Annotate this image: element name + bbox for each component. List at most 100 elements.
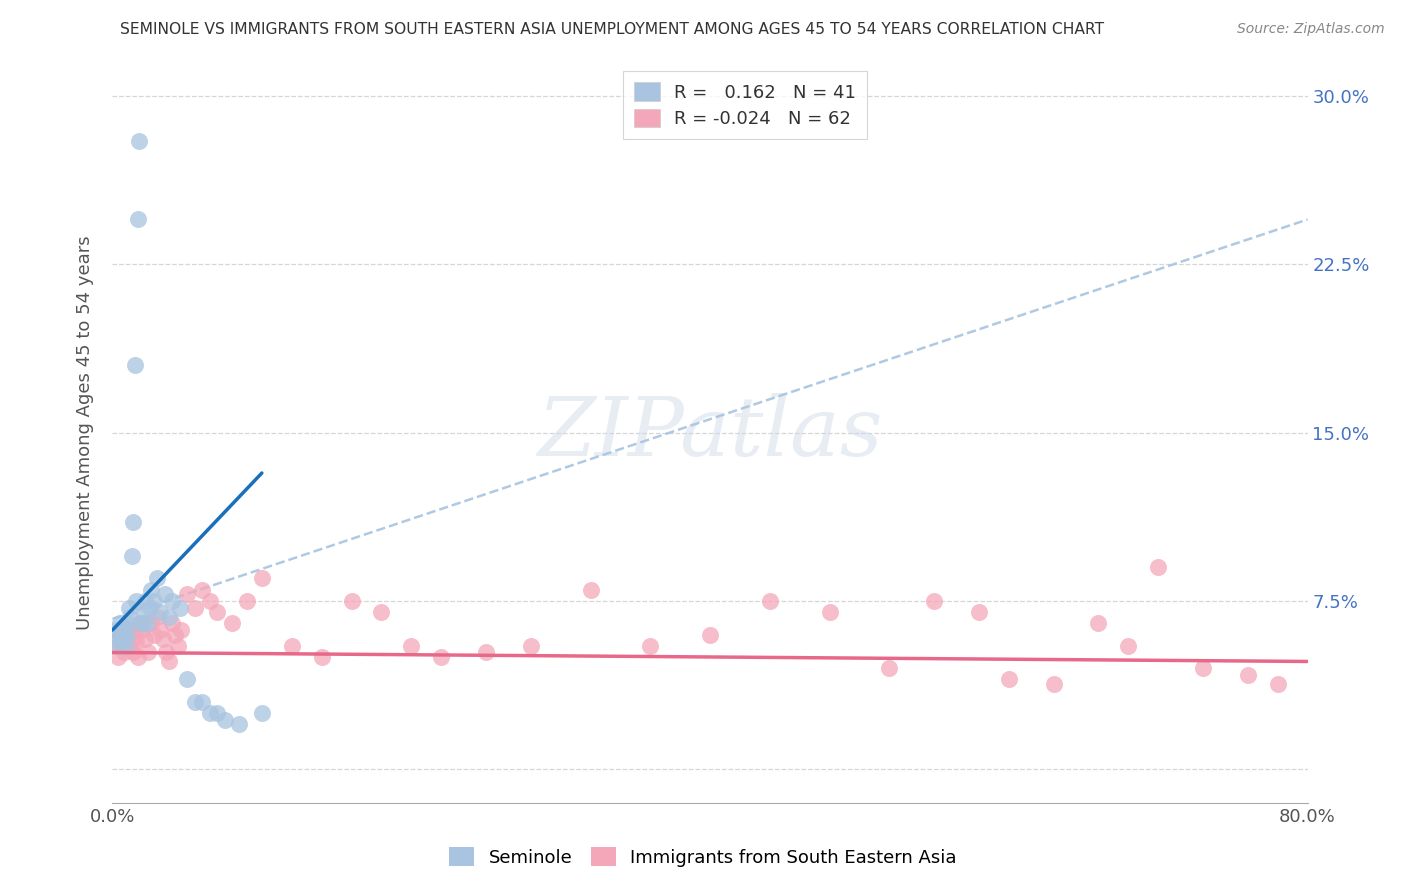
Point xyxy=(115,639,138,653)
Text: Source: ZipAtlas.com: Source: ZipAtlas.com xyxy=(1237,22,1385,37)
Point xyxy=(108,627,131,641)
Point xyxy=(122,516,145,530)
Point xyxy=(108,616,131,631)
Point xyxy=(579,582,602,597)
Point xyxy=(281,639,304,653)
Legend: R =   0.162   N = 41, R = -0.024   N = 62: R = 0.162 N = 41, R = -0.024 N = 62 xyxy=(623,71,866,139)
Point xyxy=(520,639,543,653)
Point xyxy=(131,616,153,631)
Point xyxy=(1118,639,1140,653)
Point xyxy=(129,616,152,631)
Point xyxy=(134,594,156,608)
Point xyxy=(105,639,128,653)
Point xyxy=(340,594,363,608)
Point xyxy=(879,661,901,675)
Point xyxy=(122,645,145,659)
Point xyxy=(134,632,156,646)
Point xyxy=(236,594,259,608)
Point xyxy=(170,623,193,637)
Point xyxy=(115,623,138,637)
Point xyxy=(818,605,841,619)
Point xyxy=(121,632,143,646)
Point xyxy=(146,609,169,624)
Point xyxy=(105,639,128,653)
Point xyxy=(155,645,177,659)
Point xyxy=(125,634,148,648)
Text: ZIPatlas: ZIPatlas xyxy=(537,392,883,473)
Point xyxy=(221,616,243,631)
Point xyxy=(370,605,392,619)
Point xyxy=(111,621,134,635)
Point xyxy=(922,594,945,608)
Point xyxy=(176,587,198,601)
Point xyxy=(135,616,157,631)
Point xyxy=(111,632,134,646)
Point xyxy=(1087,616,1109,631)
Point xyxy=(107,632,129,646)
Point xyxy=(401,639,423,653)
Point xyxy=(250,571,273,585)
Point xyxy=(128,134,150,148)
Point xyxy=(198,594,221,608)
Point xyxy=(167,639,190,653)
Point xyxy=(110,634,132,648)
Point xyxy=(128,616,150,631)
Point xyxy=(250,706,273,720)
Point xyxy=(146,571,169,585)
Point xyxy=(699,627,721,641)
Point xyxy=(153,587,176,601)
Point xyxy=(114,627,135,641)
Point xyxy=(127,650,149,665)
Point xyxy=(228,717,250,731)
Point xyxy=(475,645,498,659)
Point xyxy=(120,609,142,624)
Point xyxy=(152,632,174,646)
Point xyxy=(118,639,141,653)
Point xyxy=(121,549,143,563)
Point xyxy=(114,645,135,659)
Point xyxy=(191,582,214,597)
Point xyxy=(759,594,782,608)
Point xyxy=(117,616,139,631)
Point xyxy=(1147,560,1170,574)
Point xyxy=(149,623,172,637)
Point xyxy=(141,616,163,631)
Point xyxy=(998,673,1021,687)
Point xyxy=(149,605,172,619)
Point xyxy=(139,600,162,615)
Point xyxy=(205,706,228,720)
Point xyxy=(1042,677,1064,691)
Point xyxy=(141,582,163,597)
Point xyxy=(120,623,142,637)
Point xyxy=(118,600,141,615)
Point xyxy=(169,600,191,615)
Point xyxy=(138,645,160,659)
Point xyxy=(183,600,205,615)
Point xyxy=(1192,661,1215,675)
Point xyxy=(162,594,183,608)
Point xyxy=(162,616,183,631)
Point xyxy=(125,594,148,608)
Point xyxy=(214,713,236,727)
Point xyxy=(110,639,132,653)
Point xyxy=(117,627,139,641)
Point xyxy=(124,359,146,373)
Text: SEMINOLE VS IMMIGRANTS FROM SOUTH EASTERN ASIA UNEMPLOYMENT AMONG AGES 45 TO 54 : SEMINOLE VS IMMIGRANTS FROM SOUTH EASTER… xyxy=(120,22,1104,37)
Point xyxy=(157,655,180,669)
Point xyxy=(1267,677,1289,691)
Point xyxy=(117,634,139,648)
Point xyxy=(430,650,453,665)
Point xyxy=(176,673,198,687)
Point xyxy=(124,623,146,637)
Point xyxy=(143,594,166,608)
Point xyxy=(967,605,990,619)
Point xyxy=(1237,668,1260,682)
Point xyxy=(205,605,228,619)
Y-axis label: Unemployment Among Ages 45 to 54 years: Unemployment Among Ages 45 to 54 years xyxy=(76,235,94,630)
Point xyxy=(640,639,662,653)
Point xyxy=(157,609,180,624)
Point xyxy=(198,706,221,720)
Point xyxy=(143,627,166,641)
Point xyxy=(105,623,128,637)
Legend: Seminole, Immigrants from South Eastern Asia: Seminole, Immigrants from South Eastern … xyxy=(441,840,965,874)
